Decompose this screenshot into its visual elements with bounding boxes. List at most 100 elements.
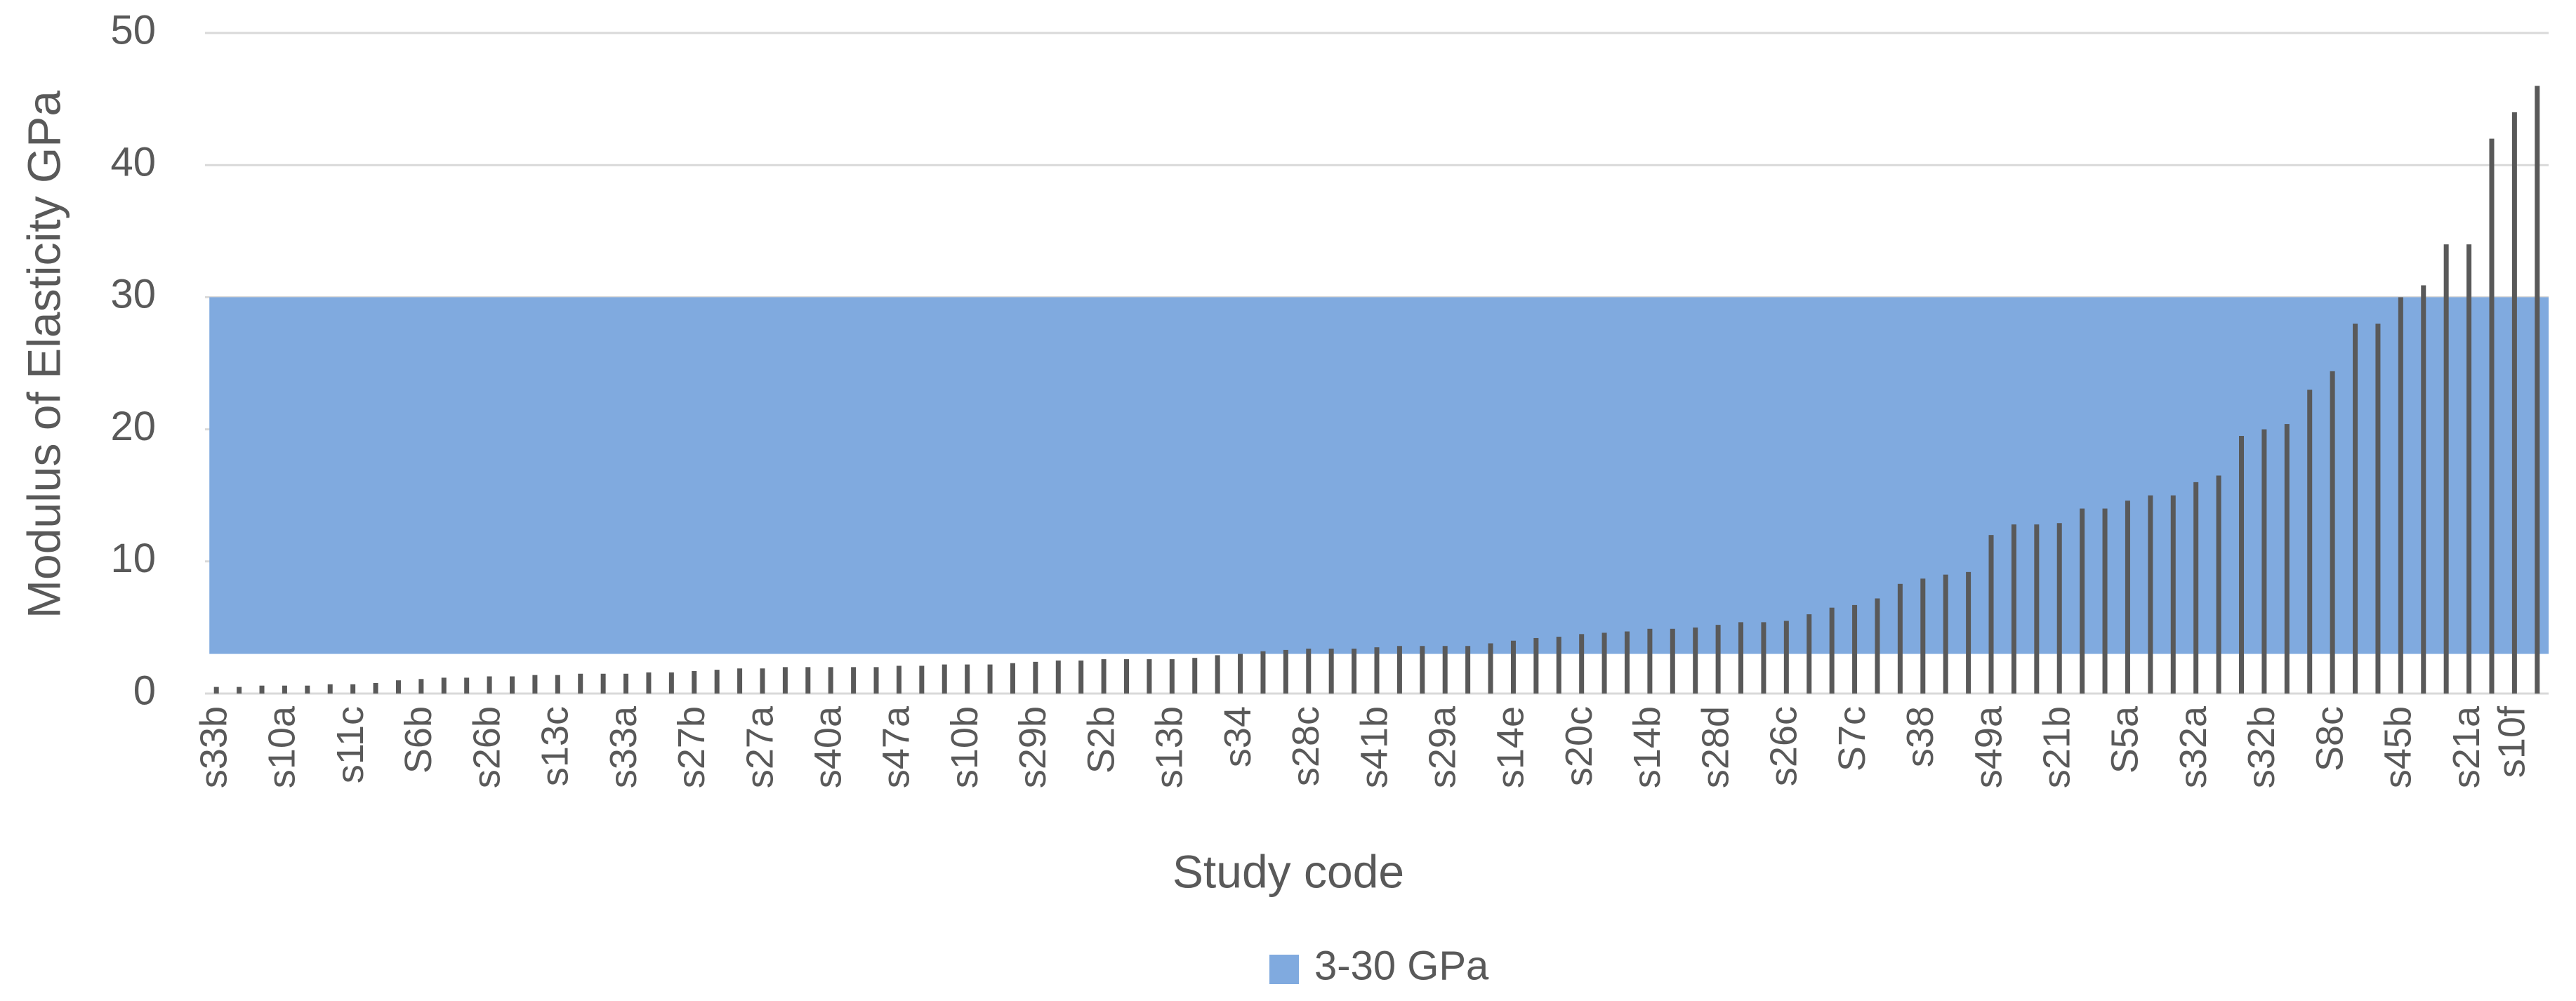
x-tick-label: s11c	[329, 706, 371, 783]
bar	[737, 668, 743, 694]
x-tick-label: s33a	[602, 705, 645, 788]
bar	[1943, 574, 1948, 694]
x-tick-label: S7c	[1831, 706, 1873, 771]
x-tick-label: s13c	[534, 706, 576, 786]
bar	[213, 687, 219, 694]
x-tick-label: s21b	[2035, 706, 2078, 788]
x-tick-label: s14b	[1626, 706, 1668, 788]
bar	[1988, 535, 1994, 694]
bar	[555, 675, 560, 694]
x-tick-label: s10f	[2491, 705, 2533, 778]
bar	[2034, 524, 2040, 694]
x-tick-label: s41b	[1353, 706, 1395, 788]
bar	[487, 676, 492, 694]
bar	[2238, 436, 2244, 694]
bar	[1396, 646, 1402, 694]
bar	[805, 667, 811, 694]
bar	[782, 667, 788, 694]
bar	[668, 672, 674, 694]
bar	[1420, 646, 1425, 694]
bar	[1055, 660, 1061, 694]
bar	[2443, 244, 2449, 694]
y-tick-label: 20	[110, 404, 156, 449]
x-tick-label: s10a	[261, 705, 303, 788]
bar	[942, 664, 947, 694]
bar	[1147, 659, 1152, 694]
y-tick-label: 40	[110, 140, 156, 185]
x-tick-label: s28c	[1285, 706, 1327, 786]
bar	[1238, 654, 1243, 694]
x-tick-label: s10b	[944, 706, 986, 788]
bar	[1169, 659, 1175, 694]
y-tick-label: 30	[110, 272, 156, 317]
bar	[692, 671, 697, 694]
bar	[2102, 508, 2108, 694]
x-tick-label: s32a	[2172, 705, 2214, 788]
y-axis-title: Modulus of Elasticity GPa	[18, 91, 70, 618]
x-tick-label: s33b	[192, 706, 235, 788]
x-tick-label: s13b	[1149, 706, 1191, 788]
bar	[851, 667, 857, 694]
bar	[510, 676, 515, 694]
bar	[2148, 495, 2153, 694]
bar	[1101, 659, 1107, 694]
bar	[1738, 622, 1744, 694]
bar	[2216, 475, 2221, 694]
bar	[2535, 86, 2540, 694]
x-tick-label: s28d	[1694, 706, 1736, 788]
bar	[282, 685, 287, 694]
x-tick-label: S6b	[397, 706, 440, 774]
bar	[1010, 663, 1015, 694]
bar	[532, 675, 538, 694]
bar	[1556, 637, 1561, 694]
bar	[2284, 424, 2290, 694]
bar	[2353, 324, 2358, 694]
bar	[2398, 297, 2403, 694]
bar	[1670, 628, 1675, 694]
bar	[2056, 523, 2062, 694]
bar	[1306, 649, 1312, 694]
bar	[1966, 571, 1971, 694]
y-tick-label: 10	[110, 536, 156, 581]
x-tick-label: s40a	[807, 705, 849, 788]
bar	[1374, 647, 1380, 694]
bar	[2330, 371, 2335, 694]
bar	[1852, 604, 1858, 694]
x-tick-label: s14e	[1490, 706, 1532, 788]
x-tick-label: s27b	[671, 706, 713, 788]
bar	[623, 673, 629, 694]
bar	[237, 687, 242, 694]
bar	[1920, 578, 1926, 694]
bar	[418, 679, 424, 694]
bar	[965, 664, 970, 694]
bar	[1260, 651, 1266, 694]
bar	[2011, 524, 2016, 694]
bar	[987, 664, 993, 694]
bar	[1829, 607, 1835, 694]
x-tick-label: S8c	[2309, 706, 2351, 771]
x-tick-label: S2b	[1080, 706, 1122, 774]
bar	[646, 672, 652, 694]
bar	[327, 684, 333, 694]
reference-band	[209, 297, 2549, 654]
bar	[395, 680, 401, 694]
bar	[578, 673, 583, 694]
bar	[1624, 631, 1630, 694]
bar	[464, 677, 470, 694]
bar	[1192, 658, 1198, 694]
bar	[828, 667, 833, 694]
x-tick-label: s29a	[1421, 705, 1463, 788]
bar	[1328, 649, 1334, 694]
bar	[373, 682, 378, 694]
bar	[1078, 660, 1084, 694]
bar	[1783, 621, 1789, 694]
x-tick-label: s26c	[1763, 706, 1805, 786]
x-tick-label: s20c	[1558, 706, 1600, 786]
bar	[1579, 634, 1585, 694]
y-tick-label: 50	[110, 7, 156, 53]
bar	[1693, 627, 1698, 694]
bar	[1601, 632, 1607, 694]
bar	[600, 673, 606, 694]
bar	[1533, 637, 1539, 694]
